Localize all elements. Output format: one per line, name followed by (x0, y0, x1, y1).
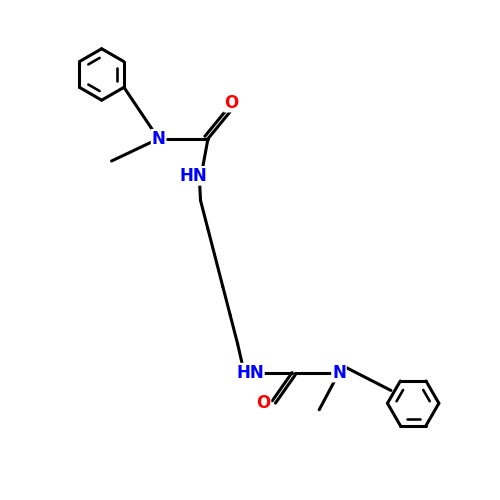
Text: HN: HN (236, 364, 264, 382)
Text: N: N (332, 364, 346, 382)
Text: O: O (256, 394, 270, 412)
Text: HN: HN (180, 167, 207, 185)
Text: N: N (152, 130, 166, 148)
Text: O: O (224, 94, 238, 112)
